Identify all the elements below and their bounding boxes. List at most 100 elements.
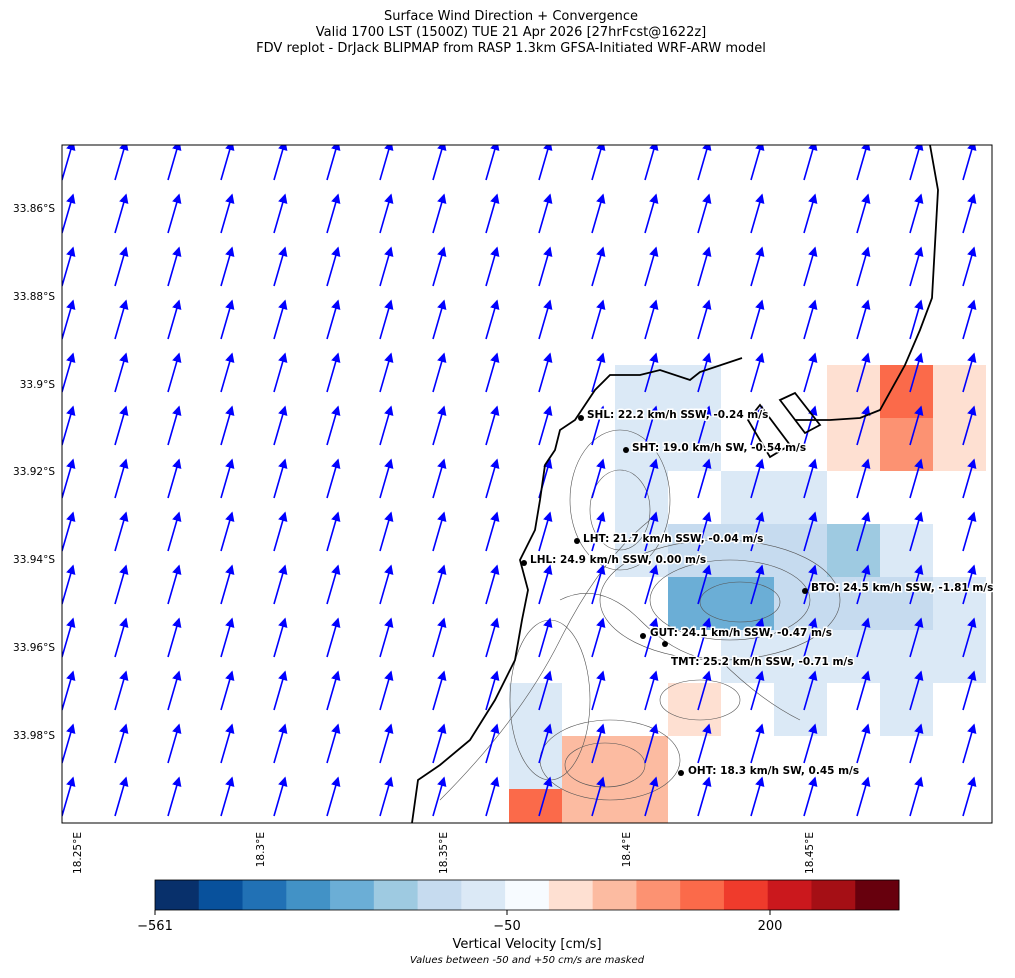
wind-arrow: [273, 193, 288, 234]
wind-arrow: [538, 405, 553, 446]
wind-arrow: [220, 352, 235, 393]
wind-arrow: [220, 246, 235, 287]
velocity-cell: [509, 736, 562, 789]
wind-arrow: [697, 564, 712, 605]
wind-arrow: [62, 299, 76, 340]
wind-arrow: [326, 405, 341, 446]
wind-arrow: [114, 193, 129, 234]
wind-arrow: [326, 458, 341, 499]
velocity-cell: [880, 630, 933, 683]
wind-arrow: [167, 458, 182, 499]
wind-arrow: [750, 193, 765, 234]
wind-arrow: [803, 299, 818, 340]
lat-label: 33.9°S: [20, 379, 56, 391]
colorbar-swatch: [417, 880, 462, 910]
velocity-cell: [615, 789, 668, 823]
wind-arrow: [486, 831, 497, 869]
lon-label: 18.35°E: [438, 832, 450, 874]
wind-arrow: [856, 723, 871, 764]
wind-arrow: [803, 511, 818, 552]
velocity-cell: [933, 577, 986, 630]
wind-arrow: [167, 670, 182, 711]
wind-arrow: [856, 617, 871, 658]
velocity-cell: [880, 683, 933, 736]
wind-arrow: [379, 617, 394, 658]
wind-arrow: [962, 511, 977, 552]
colorbar-swatch: [330, 880, 375, 910]
wind-arrow: [273, 617, 288, 658]
title-line: Valid 1700 LST (1500Z) TUE 21 Apr 2026 […: [316, 25, 707, 40]
wind-arrow: [485, 145, 500, 181]
wind-arrow: [962, 617, 977, 658]
colorbar-swatch: [767, 880, 812, 910]
wind-arrow: [591, 246, 606, 287]
wind-arrow: [114, 299, 129, 340]
wind-arrow: [909, 193, 924, 234]
wind-arrow: [856, 776, 871, 817]
velocity-cell: [880, 418, 933, 471]
colorbar-frame: [154, 879, 900, 911]
velocity-cell: [933, 365, 986, 418]
wind-arrow: [62, 352, 76, 393]
wind-arrow: [803, 723, 818, 764]
wind-arrow: [803, 352, 818, 393]
wind-arrow: [962, 670, 977, 711]
wind-arrow: [379, 776, 394, 817]
station-dot: [640, 633, 646, 639]
wind-arrow: [273, 246, 288, 287]
wind-arrow: [591, 511, 606, 552]
velocity-cell: [562, 789, 615, 823]
colorbar-swatch: [286, 880, 331, 910]
velocity-cell: [774, 630, 827, 683]
velocity-cell: [880, 365, 933, 418]
station-label: GUT: 24.1 km/h SSW, -0.47 m/s: [650, 627, 832, 639]
wind-arrow: [962, 405, 977, 446]
wind-arrow: [167, 564, 182, 605]
wind-arrow: [909, 145, 924, 181]
wind-arrow: [327, 831, 338, 869]
title-line: FDV replot - DrJack BLIPMAP from RASP 1.…: [256, 41, 766, 56]
wind-arrow: [591, 352, 606, 393]
colorbar-swatch: [680, 880, 725, 910]
lat-label: 33.94°S: [13, 554, 55, 566]
wind-arrow: [273, 299, 288, 340]
wind-arrow: [485, 511, 500, 552]
wind-arrow: [432, 776, 447, 817]
wind-arrow: [114, 617, 129, 658]
velocity-cell: [668, 683, 721, 736]
colorbar-swatch: [636, 880, 681, 910]
lat-label: 33.98°S: [13, 730, 55, 742]
wind-arrow: [273, 352, 288, 393]
wind-arrow: [326, 246, 341, 287]
wind-arrow: [750, 405, 765, 446]
wind-arrow: [273, 511, 288, 552]
velocity-cell: [880, 577, 933, 630]
wind-arrow: [538, 299, 553, 340]
wind-arrow: [803, 564, 818, 605]
wind-arrow: [538, 352, 553, 393]
wind-arrow: [750, 299, 765, 340]
lat-axis: 33.86°S 33.88°S 33.9°S 33.92°S 33.94°S 3…: [13, 203, 55, 742]
wind-arrow: [114, 458, 129, 499]
colorbar-swatch: [505, 880, 550, 910]
velocity-cell: [668, 365, 721, 418]
wind-arrow: [326, 670, 341, 711]
wind-arrow: [909, 458, 924, 499]
wind-arrow: [857, 831, 868, 869]
velocity-cell: [827, 418, 880, 471]
colorbar-label: Vertical Velocity [cm/s]: [452, 937, 601, 952]
wind-arrow: [432, 458, 447, 499]
harbour: [746, 391, 822, 459]
colorbar-swatch: [155, 880, 200, 910]
wind-arrow: [167, 145, 182, 181]
wind-arrow: [220, 299, 235, 340]
wind-arrow: [644, 564, 659, 605]
wind-arrow: [114, 723, 129, 764]
wind-arrow: [432, 193, 447, 234]
velocity-cell: [615, 736, 668, 789]
wind-arrow: [645, 831, 656, 869]
wind-arrow: [380, 831, 391, 869]
wind-arrow: [591, 617, 606, 658]
wind-arrow: [856, 193, 871, 234]
wind-arrow: [750, 352, 765, 393]
